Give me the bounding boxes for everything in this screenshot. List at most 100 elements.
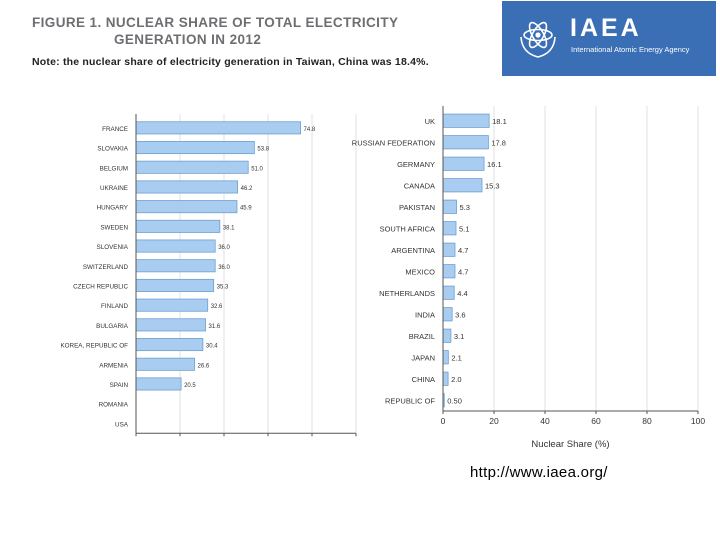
bar: [442, 371, 449, 386]
value-label: 53.8: [257, 147, 269, 153]
source-url[interactable]: http://www.iaea.org/: [470, 464, 608, 481]
value-label: 16.1: [487, 160, 502, 169]
x-tick-label: 0: [441, 416, 446, 426]
category-label: SLOVAKIA: [97, 146, 128, 153]
category-label: BULGARIA: [96, 323, 129, 330]
bar: [442, 264, 456, 279]
value-label: 2.0: [451, 375, 461, 384]
category-label: UK: [425, 117, 435, 126]
category-label: SLOVENIA: [97, 244, 129, 251]
logo-subtitle: International Atomic Energy Agency: [571, 45, 690, 54]
category-label: CHINA: [412, 375, 435, 384]
category-label: UKRAINE: [100, 185, 128, 192]
bar: [135, 338, 204, 352]
atom-olive-wreath-icon: [520, 21, 556, 58]
bar: [442, 199, 457, 214]
value-label: 4.7: [458, 246, 468, 255]
category-label: SOUTH AFRICA: [380, 224, 435, 233]
category-label: ARGENTINA: [391, 246, 435, 255]
bar: [135, 141, 255, 155]
bar: [442, 350, 449, 365]
bar: [442, 328, 452, 343]
value-label: 51.0: [251, 166, 263, 172]
category-label: CZECH REPUBLIC: [73, 283, 128, 290]
value-label: 31.6: [209, 324, 221, 330]
category-label: ROMANIA: [99, 402, 129, 409]
category-label: ARMENIA: [99, 362, 128, 369]
nuclear-share-chart-right: UK 18.1 RUSSIAN FEDERATION 17.8 GERMANY 16.1 C…: [352, 106, 705, 450]
value-label: 36.0: [218, 265, 230, 271]
bar: [442, 156, 485, 171]
value-label: 46.2: [241, 186, 253, 192]
value-label: 38.1: [223, 225, 235, 231]
figure-note: Note: the nuclear share of electricity g…: [32, 56, 429, 68]
category-label: JAPAN: [411, 353, 435, 362]
bar: [135, 219, 221, 233]
bar: [442, 242, 456, 257]
category-label: HUNGARY: [97, 205, 129, 212]
bar: [442, 221, 457, 236]
bar: [442, 178, 483, 193]
category-label: USA: [115, 421, 129, 428]
category-label: MEXICO: [405, 267, 435, 276]
bar: [442, 135, 489, 150]
bar: [135, 259, 216, 273]
value-label: 3.6: [455, 310, 465, 319]
value-label: 4.7: [458, 267, 468, 276]
value-label: 74.8: [304, 127, 316, 133]
bar: [135, 160, 249, 174]
category-label: SWEDEN: [100, 224, 128, 231]
bar: [135, 318, 206, 332]
value-label: 2.1: [451, 353, 461, 362]
value-label: 3.1: [454, 332, 464, 341]
category-label: NETHERLANDS: [379, 289, 435, 298]
value-label: 30.4: [206, 344, 218, 350]
category-label: FINLAND: [101, 303, 128, 310]
category-label: SPAIN: [110, 382, 129, 389]
bar: [135, 239, 216, 253]
x-tick-label: 100: [691, 416, 705, 426]
value-label: 35.3: [217, 284, 229, 290]
value-label: 45.9: [240, 206, 252, 212]
category-label: BRAZIL: [409, 332, 435, 341]
bar: [135, 200, 238, 214]
value-label: 36.0: [218, 245, 230, 251]
bar: [442, 113, 490, 128]
figure-title-line-2: GENERATION IN 2012: [114, 32, 262, 47]
bar: [135, 278, 215, 292]
value-label: 17.8: [491, 138, 506, 147]
value-label: 32.6: [211, 304, 223, 310]
figure-title-line-1: FIGURE 1. NUCLEAR SHARE OF TOTAL ELECTRI…: [32, 15, 399, 30]
category-label: RUSSIAN FEDERATION: [352, 138, 435, 147]
bar: [135, 180, 239, 194]
value-label: 20.5: [184, 383, 196, 389]
bar: [135, 357, 195, 371]
x-tick-label: 60: [591, 416, 601, 426]
bar: [442, 307, 453, 322]
category-label: INDIA: [415, 310, 435, 319]
x-tick-label: 80: [642, 416, 652, 426]
category-label: REPUBLIC OF: [385, 396, 435, 405]
category-label: GERMANY: [397, 160, 435, 169]
value-label: 4.4: [457, 289, 467, 298]
value-label: 5.3: [460, 203, 470, 212]
logo-name: IAEA: [570, 14, 642, 42]
x-tick-label: 20: [489, 416, 499, 426]
value-label: 0.50: [447, 396, 462, 405]
value-label: 15.3: [485, 181, 500, 190]
value-label: 18.1: [492, 117, 507, 126]
nuclear-share-chart-left: FRANCE 74.8 SLOVAKIA 53.8 BELGIUM 51.0 UKRAINE…: [60, 114, 357, 437]
bar: [442, 285, 455, 300]
value-label: 5.1: [459, 224, 469, 233]
iaea-logo: IAEA International Atomic Energy Agency: [502, 1, 716, 76]
bar: [135, 298, 209, 312]
bar: [135, 377, 182, 391]
category-label: KOREA, REPUBLIC OF: [60, 343, 128, 350]
value-label: 26.6: [198, 363, 210, 369]
category-label: BELGIUM: [100, 165, 128, 172]
x-tick-label: 40: [540, 416, 550, 426]
category-label: PAKISTAN: [399, 203, 435, 212]
bar: [135, 121, 301, 135]
category-label: CANADA: [404, 181, 435, 190]
x-axis-label: Nuclear Share (%): [531, 439, 609, 450]
